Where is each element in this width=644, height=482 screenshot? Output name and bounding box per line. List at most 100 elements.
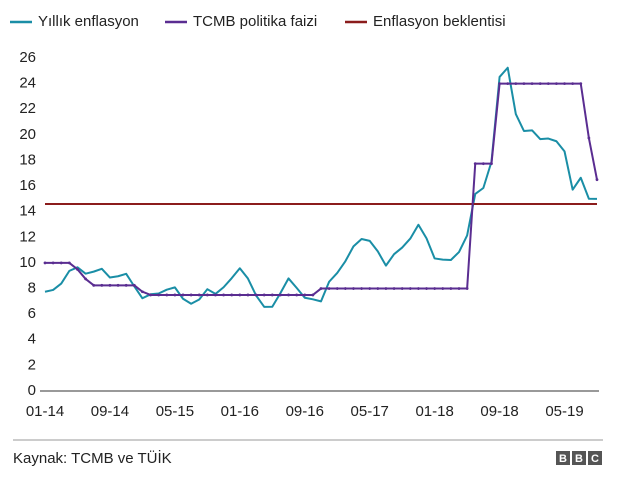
point <box>457 287 461 290</box>
point <box>319 287 323 290</box>
logo-letter: B <box>559 453 567 465</box>
point <box>546 82 550 86</box>
point <box>327 287 331 290</box>
point <box>563 82 566 86</box>
point <box>473 162 477 166</box>
point <box>360 287 363 290</box>
logo-box <box>556 451 570 465</box>
point <box>595 178 599 182</box>
point <box>400 287 404 290</box>
x-tick-label: 09-16 <box>286 403 324 420</box>
y-tick-label: 6 <box>28 305 36 322</box>
point <box>311 293 315 297</box>
y-tick-label: 26 <box>19 49 36 66</box>
point <box>108 283 112 287</box>
point <box>571 82 575 86</box>
point <box>67 261 71 265</box>
point <box>124 283 128 287</box>
x-tick-label: 09-14 <box>91 403 129 420</box>
legend-label: Enflasyon beklentisi <box>373 13 506 30</box>
y-tick-label: 16 <box>19 177 36 194</box>
series-line <box>44 66 598 308</box>
logo-box <box>572 451 586 465</box>
point <box>132 283 136 287</box>
point <box>384 287 388 290</box>
point <box>555 82 558 86</box>
point <box>51 261 55 265</box>
point <box>522 82 526 86</box>
point <box>392 287 396 290</box>
point <box>149 293 152 297</box>
point <box>465 287 469 290</box>
logo-box <box>588 451 602 465</box>
point <box>498 82 501 86</box>
y-tick-label: 12 <box>19 228 36 245</box>
point <box>490 162 493 166</box>
point <box>165 293 169 297</box>
point <box>287 293 290 297</box>
series-line <box>45 82 598 296</box>
point <box>254 293 258 297</box>
point <box>173 293 177 297</box>
y-tick-label: 4 <box>28 331 36 348</box>
x-tick-label: 05-19 <box>545 403 583 420</box>
point <box>116 283 120 287</box>
point <box>303 293 307 297</box>
point <box>579 82 583 86</box>
y-tick-label: 22 <box>19 100 36 117</box>
point <box>262 293 266 297</box>
y-tick-label: 20 <box>19 126 36 143</box>
point <box>76 267 79 271</box>
point <box>246 293 250 297</box>
y-tick-label: 0 <box>28 382 36 399</box>
point <box>205 293 209 297</box>
point <box>141 290 144 294</box>
point <box>481 162 485 166</box>
point <box>587 136 591 140</box>
point <box>368 287 372 290</box>
x-tick-label: 01-18 <box>415 403 453 420</box>
point <box>238 293 242 297</box>
point <box>295 293 299 297</box>
y-tick-label: 24 <box>19 75 36 92</box>
point <box>514 82 518 86</box>
source: Kaynak: TCMB ve TÜİK <box>13 449 172 467</box>
x-tick-label: 01-16 <box>221 403 259 420</box>
y-tick-label: 8 <box>28 280 36 297</box>
point <box>59 261 63 265</box>
legend-label: TCMB politika faizi <box>193 13 317 30</box>
point <box>530 82 534 86</box>
point <box>449 287 453 290</box>
point <box>157 293 161 297</box>
point <box>181 293 185 297</box>
point <box>92 283 96 287</box>
y-tick-label: 18 <box>19 151 36 168</box>
point <box>376 287 380 290</box>
point <box>417 287 420 290</box>
legend-label: Yıllık enflasyon <box>38 13 139 30</box>
point <box>222 293 225 297</box>
point <box>43 261 47 265</box>
y-tick-label: 2 <box>28 356 36 373</box>
y-tick-label: 14 <box>19 203 36 220</box>
point <box>441 287 445 290</box>
point <box>335 287 339 290</box>
logo-letter: C <box>591 453 599 465</box>
point <box>230 293 234 297</box>
point <box>100 283 104 287</box>
point <box>506 82 510 86</box>
point <box>214 293 217 297</box>
y-tick-label: 10 <box>19 254 36 271</box>
point <box>279 293 282 297</box>
x-tick-label: 09-18 <box>480 403 518 420</box>
point <box>343 287 347 290</box>
point <box>270 293 274 297</box>
point <box>84 277 87 281</box>
logo-letter: B <box>575 453 583 465</box>
x-tick-label: 05-15 <box>156 403 194 420</box>
point <box>408 287 412 290</box>
point <box>538 82 542 86</box>
point <box>189 293 193 297</box>
point <box>433 287 437 290</box>
